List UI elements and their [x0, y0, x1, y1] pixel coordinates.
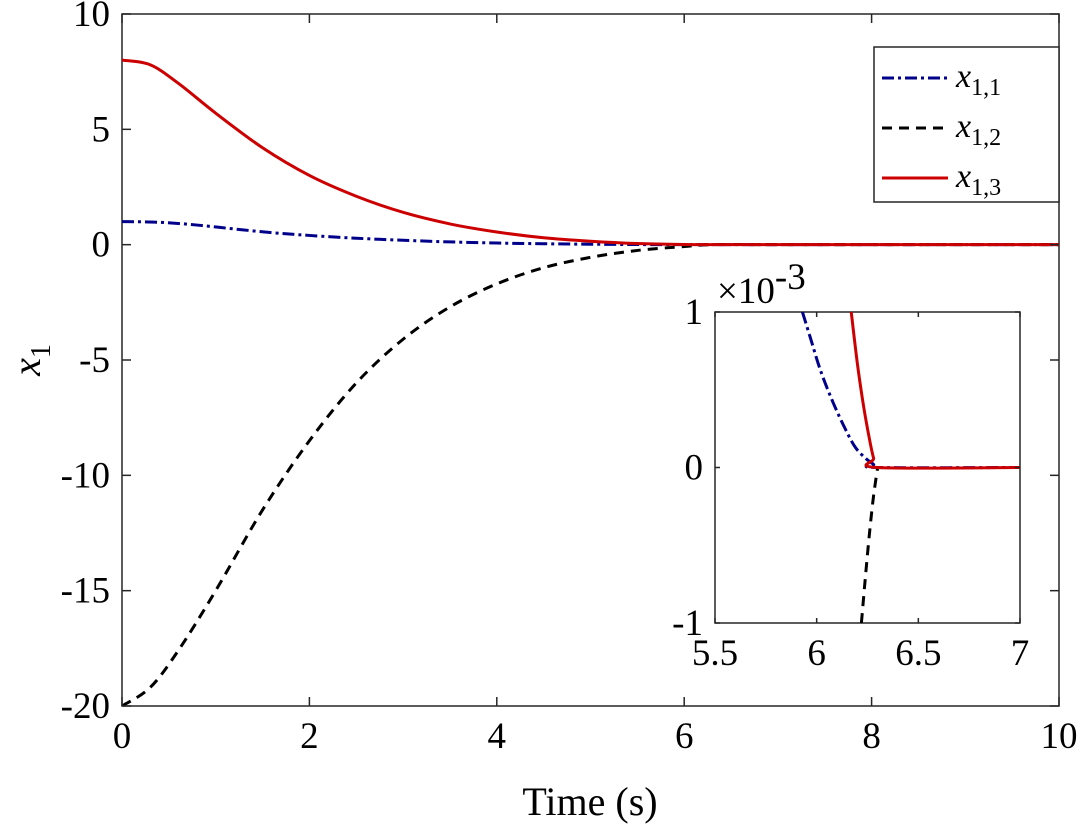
legend-label-1-1: x1,1: [955, 58, 1001, 101]
main-y-tick-label: -10: [61, 455, 110, 496]
main-x-tick-label: 4: [488, 716, 507, 757]
y-axis-label: x1: [4, 344, 57, 377]
main-y-tick-label: -20: [61, 686, 110, 727]
main-series-line-1-3: [122, 58, 1059, 247]
main-y-tick-label: 0: [92, 225, 111, 266]
legend-label-1-3: x1,3: [955, 158, 1001, 201]
svg-text:x1: x1: [4, 344, 57, 377]
main-x-tick-label: 8: [862, 716, 881, 757]
inset-y-tick-label: 0: [685, 448, 704, 489]
inset-y-tick-label: 1: [685, 292, 704, 333]
main-y-tick-label: 5: [92, 109, 111, 150]
main-x-tick-label: 6: [675, 716, 694, 757]
inset-y-tick-label: -1: [672, 603, 703, 644]
inset-x-tick-label: 6: [807, 633, 826, 674]
main-y-tick-label: -5: [79, 340, 110, 381]
inset-exponent-label: ×10-3: [717, 257, 806, 312]
inset-x-tick-label: 5.5: [692, 633, 738, 674]
main-x-tick-label: 10: [1041, 716, 1078, 757]
legend-box: [873, 46, 1060, 203]
main-x-tick-label: 2: [300, 716, 319, 757]
legend-label-1-2: x1,2: [955, 108, 1001, 151]
inset-series-line-1-3: [849, 312, 1020, 470]
main-x-tick-label: 0: [113, 716, 132, 757]
inset-x-tick-label: 6.5: [895, 633, 941, 674]
x-axis-label: Time (s): [522, 779, 657, 824]
main-y-tick-label: 10: [73, 0, 110, 35]
inset-series-line-1-2: [859, 467, 880, 623]
main-y-tick-label: -15: [61, 571, 110, 612]
inset-x-tick-label: 7: [1011, 633, 1030, 674]
